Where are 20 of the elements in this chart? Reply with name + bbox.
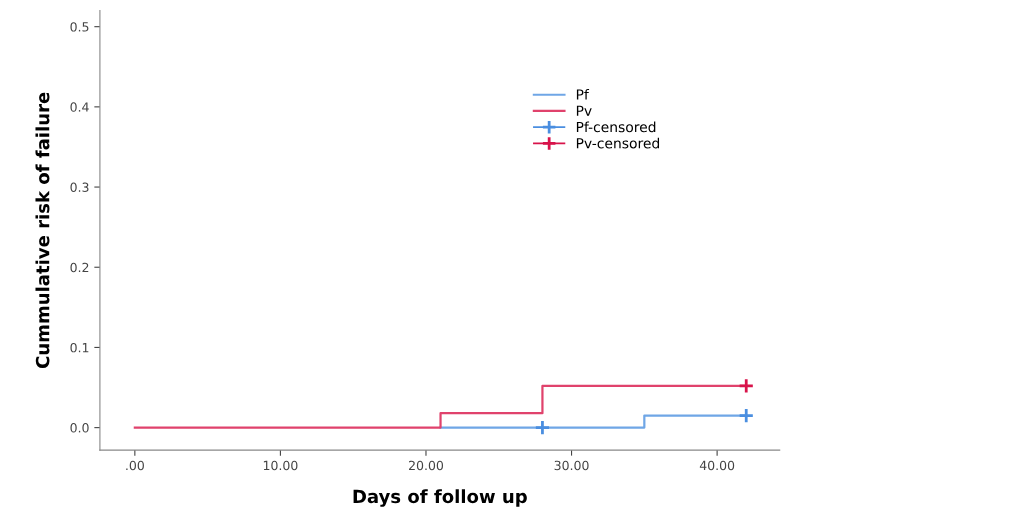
y-tick-label: 0.3: [70, 182, 89, 192]
x-axis-title: Days of follow up: [353, 489, 527, 507]
legend-label: Pf: [576, 89, 590, 100]
y-tick-label: 0.5: [70, 22, 89, 32]
y-tick-label: 0.0: [70, 423, 89, 433]
x-tick-label: .00: [126, 460, 144, 471]
point: [738, 377, 755, 394]
x-tick-label: 10.00: [263, 460, 298, 471]
x-tick-label: 20.00: [409, 460, 444, 471]
y-tick-label: 0.2: [70, 262, 89, 273]
y-tick-label: 0.1: [70, 342, 89, 353]
legend-label: Pv-censored: [576, 137, 660, 149]
point: [534, 419, 551, 436]
y-axis-title: Cummulative risk of failure: [35, 92, 50, 369]
x-tick-label: 40.00: [699, 460, 735, 471]
x-tick-label: 30.00: [554, 460, 589, 471]
y-tick-label: 0.4: [70, 102, 89, 112]
point: [738, 407, 755, 424]
legend-label: Pf-censored: [576, 121, 656, 133]
legend-label: Pv: [576, 105, 592, 116]
